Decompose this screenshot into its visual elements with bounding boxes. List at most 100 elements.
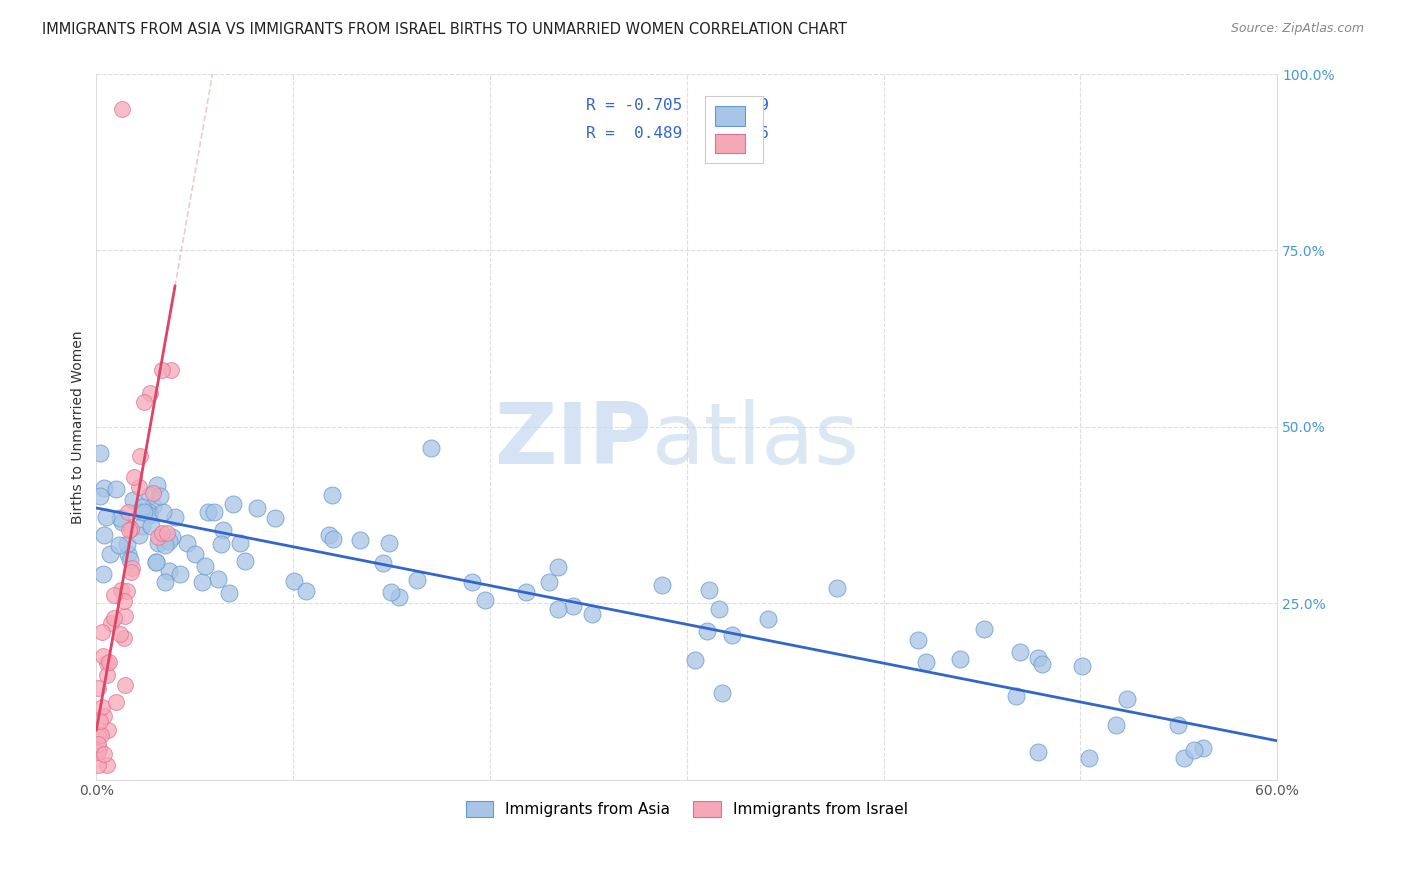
Point bbox=[349, 533, 371, 547]
Point bbox=[110, 582, 132, 597]
Point bbox=[233, 554, 256, 568]
Point bbox=[148, 535, 170, 549]
Point bbox=[105, 695, 128, 709]
Point bbox=[108, 511, 131, 525]
Point bbox=[104, 482, 127, 496]
Point bbox=[907, 633, 929, 648]
Point bbox=[91, 625, 114, 640]
Point bbox=[149, 489, 172, 503]
Point bbox=[377, 535, 399, 549]
Point bbox=[128, 480, 150, 494]
Point bbox=[108, 538, 131, 552]
Point bbox=[131, 519, 153, 533]
Point bbox=[1005, 689, 1028, 703]
Point bbox=[120, 522, 142, 536]
Point bbox=[120, 565, 142, 579]
Point bbox=[318, 528, 340, 542]
Point bbox=[176, 535, 198, 549]
Point bbox=[91, 699, 114, 714]
Point bbox=[112, 593, 135, 607]
Point bbox=[128, 450, 150, 464]
Point bbox=[405, 573, 427, 587]
Point bbox=[103, 588, 125, 602]
Point bbox=[117, 505, 139, 519]
Point bbox=[117, 547, 139, 561]
Point bbox=[91, 567, 114, 582]
Point bbox=[139, 487, 162, 501]
Point bbox=[97, 723, 120, 738]
Point bbox=[152, 505, 174, 519]
Point bbox=[111, 103, 134, 117]
Point bbox=[388, 590, 411, 604]
Point bbox=[87, 737, 110, 751]
Point bbox=[209, 537, 232, 551]
Point bbox=[112, 631, 135, 645]
Text: atlas: atlas bbox=[651, 400, 859, 483]
Point bbox=[91, 648, 114, 663]
Point bbox=[371, 556, 394, 570]
Point bbox=[146, 478, 169, 492]
Point bbox=[721, 628, 744, 642]
Point bbox=[229, 535, 252, 549]
Point bbox=[139, 386, 162, 401]
Point bbox=[1008, 645, 1031, 659]
Point bbox=[295, 584, 318, 599]
Point bbox=[825, 582, 848, 596]
Point bbox=[245, 501, 267, 516]
Point bbox=[1026, 745, 1049, 759]
Point bbox=[96, 668, 118, 682]
Point bbox=[115, 537, 138, 551]
Text: ZIP: ZIP bbox=[494, 400, 651, 483]
Point bbox=[93, 747, 115, 761]
Point bbox=[949, 652, 972, 666]
Point bbox=[94, 510, 117, 524]
Point bbox=[207, 573, 229, 587]
Point bbox=[1077, 751, 1099, 765]
Point bbox=[222, 497, 245, 511]
Point bbox=[538, 575, 561, 590]
Text: IMMIGRANTS FROM ASIA VS IMMIGRANTS FROM ISRAEL BIRTHS TO UNMARRIED WOMEN CORRELA: IMMIGRANTS FROM ASIA VS IMMIGRANTS FROM … bbox=[42, 22, 846, 37]
Point bbox=[93, 482, 115, 496]
Point bbox=[122, 492, 145, 507]
Point bbox=[547, 602, 569, 616]
Point bbox=[138, 508, 160, 522]
Point bbox=[1116, 692, 1139, 706]
Legend: Immigrants from Asia, Immigrants from Israel: Immigrants from Asia, Immigrants from Is… bbox=[458, 793, 915, 825]
Point bbox=[142, 499, 165, 513]
Point bbox=[96, 758, 118, 772]
Point bbox=[108, 626, 131, 640]
Point bbox=[89, 446, 111, 460]
Point bbox=[283, 574, 305, 588]
Point bbox=[142, 486, 165, 500]
Point bbox=[134, 394, 156, 409]
Point bbox=[191, 575, 214, 590]
Point bbox=[547, 559, 569, 574]
Text: Source: ZipAtlas.com: Source: ZipAtlas.com bbox=[1230, 22, 1364, 36]
Point bbox=[562, 599, 585, 614]
Point bbox=[145, 555, 167, 569]
Point bbox=[973, 622, 995, 636]
Point bbox=[159, 534, 181, 549]
Point bbox=[157, 564, 180, 578]
Point bbox=[100, 547, 122, 561]
Point bbox=[211, 523, 233, 537]
Point bbox=[699, 583, 721, 598]
Point bbox=[122, 470, 145, 484]
Text: R =  0.489   N = 46: R = 0.489 N = 46 bbox=[586, 127, 769, 142]
Point bbox=[132, 505, 155, 519]
Point bbox=[184, 547, 207, 561]
Point bbox=[915, 655, 938, 669]
Point bbox=[264, 510, 287, 524]
Point bbox=[89, 490, 111, 504]
Point bbox=[651, 578, 673, 592]
Point bbox=[153, 575, 176, 590]
Point bbox=[1104, 718, 1126, 732]
Point bbox=[321, 488, 343, 502]
Point bbox=[380, 584, 402, 599]
Y-axis label: Births to Unmarried Women: Births to Unmarried Women bbox=[72, 330, 86, 524]
Point bbox=[118, 523, 141, 537]
Point bbox=[90, 728, 112, 742]
Point bbox=[129, 505, 152, 519]
Point bbox=[117, 583, 139, 598]
Point bbox=[515, 585, 537, 599]
